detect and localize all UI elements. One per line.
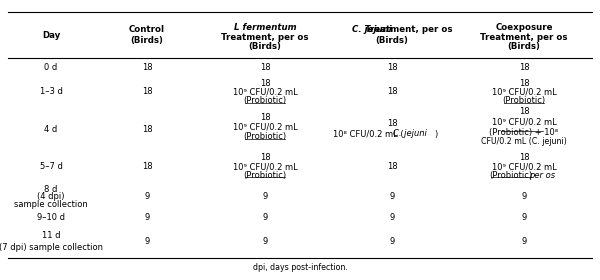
Text: (Birds): (Birds)	[248, 43, 281, 52]
Text: 11 d: 11 d	[42, 232, 60, 241]
Text: Control: Control	[129, 25, 165, 34]
Text: ): )	[434, 129, 437, 139]
Text: (Birds): (Birds)	[508, 43, 541, 52]
Text: Treatment, per os: Treatment, per os	[221, 32, 309, 41]
Text: 10⁹ CFU/0.2 mL: 10⁹ CFU/0.2 mL	[233, 123, 298, 132]
Text: C. jejuni: C. jejuni	[352, 25, 392, 34]
Text: (Birds): (Birds)	[131, 36, 163, 45]
Text: 10⁹ CFU/0.2 mL: 10⁹ CFU/0.2 mL	[491, 87, 556, 97]
Text: 9: 9	[262, 213, 268, 223]
Text: 10⁹ CFU/0.2 mL: 10⁹ CFU/0.2 mL	[233, 87, 298, 97]
Text: 1–3 d: 1–3 d	[40, 87, 62, 97]
Text: 5–7 d: 5–7 d	[40, 162, 62, 171]
Text: 9–10 d: 9–10 d	[37, 213, 65, 223]
Text: C. jejuni: C. jejuni	[393, 129, 427, 139]
Text: (Birds): (Birds)	[376, 36, 409, 45]
Text: 18: 18	[142, 162, 152, 171]
Text: 9: 9	[521, 237, 527, 246]
Text: 9: 9	[389, 213, 395, 223]
Text: 9: 9	[521, 213, 527, 223]
Text: 9: 9	[145, 192, 149, 201]
Text: 18: 18	[518, 108, 529, 116]
Text: 18: 18	[260, 153, 271, 162]
Text: 8 d: 8 d	[44, 185, 58, 194]
Text: 18: 18	[386, 62, 397, 71]
Text: CFU/0.2 mL (C. jejuni): CFU/0.2 mL (C. jejuni)	[481, 137, 567, 146]
Text: 4 d: 4 d	[44, 125, 58, 134]
Text: 18: 18	[518, 153, 529, 162]
Text: Treatment, per os: Treatment, per os	[480, 32, 568, 41]
Text: 9: 9	[145, 237, 149, 246]
Text: Treatment, per os: Treatment, per os	[365, 25, 453, 34]
Text: sample collection: sample collection	[14, 200, 88, 209]
Text: 18: 18	[386, 120, 397, 129]
Text: 9: 9	[389, 237, 395, 246]
Text: Day: Day	[42, 31, 60, 39]
Text: 18: 18	[518, 62, 529, 71]
Text: 18: 18	[386, 162, 397, 171]
Text: 10⁹ CFU/0.2 mL: 10⁹ CFU/0.2 mL	[491, 118, 556, 127]
Text: (4 dpi): (4 dpi)	[37, 192, 65, 201]
Text: (7 dpi) sample collection: (7 dpi) sample collection	[0, 242, 103, 251]
Text: per os: per os	[529, 171, 555, 180]
Text: L fermentum: L fermentum	[233, 22, 296, 32]
Text: (Probiotic): (Probiotic)	[244, 97, 287, 106]
Text: 18: 18	[142, 125, 152, 134]
Text: 9: 9	[262, 237, 268, 246]
Text: 18: 18	[142, 62, 152, 71]
Text: (Probiotic) + 10⁸: (Probiotic) + 10⁸	[490, 127, 559, 137]
Text: 18: 18	[260, 62, 271, 71]
Text: 0 d: 0 d	[44, 62, 58, 71]
Text: 10⁹ CFU/0.2 mL: 10⁹ CFU/0.2 mL	[491, 162, 556, 171]
Text: (Probiotic): (Probiotic)	[244, 171, 287, 180]
Text: 9: 9	[145, 213, 149, 223]
Text: (Probiotic): (Probiotic)	[490, 171, 533, 180]
Text: (Probiotic): (Probiotic)	[244, 132, 287, 141]
Text: 9: 9	[262, 192, 268, 201]
Text: 18: 18	[518, 78, 529, 87]
Text: 18: 18	[142, 87, 152, 97]
Text: (Probiotic): (Probiotic)	[502, 97, 545, 106]
Text: Coexposure: Coexposure	[495, 22, 553, 32]
Text: dpi, days post-infection.: dpi, days post-infection.	[253, 263, 347, 272]
Text: 18: 18	[260, 113, 271, 122]
Text: 9: 9	[389, 192, 395, 201]
Text: 18: 18	[260, 78, 271, 87]
Text: 9: 9	[521, 192, 527, 201]
Text: 10⁹ CFU/0.2 mL: 10⁹ CFU/0.2 mL	[233, 162, 298, 171]
Text: 10⁸ CFU/0.2 mL (: 10⁸ CFU/0.2 mL (	[332, 129, 403, 139]
Text: 18: 18	[386, 87, 397, 97]
